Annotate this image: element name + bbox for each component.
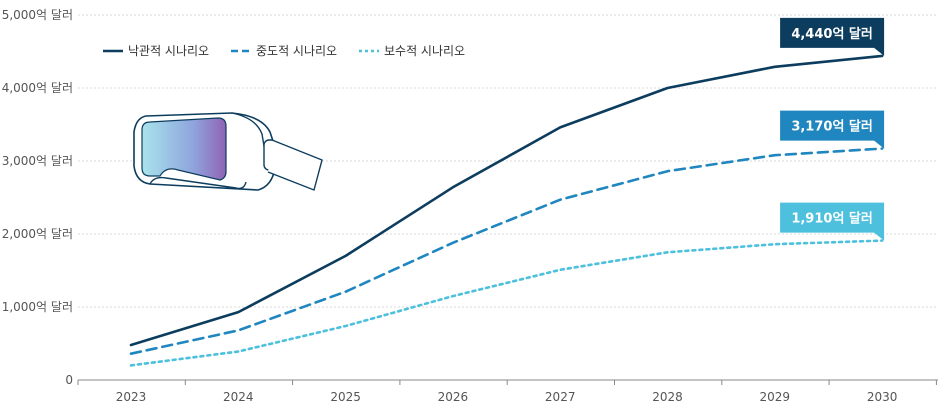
legend-label: 낙관적 시나리오 [128, 44, 209, 58]
x-tick-label: 2028 [652, 390, 683, 404]
end-callout-label: 3,170억 달러 [791, 119, 873, 135]
y-tick-label: 5,000억 달러 [2, 8, 73, 22]
legend: 낙관적 시나리오 중도적 시나리오 보수적 시나리오 [103, 44, 465, 58]
end-callouts: 4,440억 달러 3,170억 달러 1,910억 달러 [780, 17, 885, 241]
legend-label: 중도적 시나리오 [256, 44, 337, 58]
series-line-1 [129, 54, 884, 347]
legend-label: 보수적 시나리오 [384, 44, 465, 58]
x-tick-label: 2027 [545, 390, 576, 404]
series [129, 54, 884, 367]
grid [78, 14, 938, 308]
series-line-2 [129, 147, 884, 356]
vr-headset-icon [133, 112, 323, 191]
x-tick-label: 2029 [760, 390, 791, 404]
x-tick-label: 2024 [223, 390, 254, 404]
axes: 0 1,000억 달러 2,000억 달러 3,000억 달러 4,000억 달러 5,0… [2, 8, 938, 404]
end-callout-1 [780, 17, 885, 56]
end-callout-3 [780, 202, 885, 241]
y-tick-label: 0 [65, 373, 73, 387]
end-callout-label: 1,910억 달러 [791, 211, 873, 227]
y-tick-label: 2,000억 달러 [2, 227, 73, 241]
x-tick-label: 2025 [330, 390, 361, 404]
y-tick-label: 3,000억 달러 [2, 154, 73, 168]
x-tick-label: 2026 [438, 390, 469, 404]
series-line-3 [129, 239, 884, 367]
y-tick-label: 1,000억 달러 [2, 300, 73, 314]
y-tick-label: 4,000억 달러 [2, 81, 73, 95]
end-callout-label: 4,440억 달러 [791, 26, 873, 42]
end-callout-2 [780, 110, 885, 149]
x-tick-label: 2023 [116, 390, 147, 404]
x-tick-label: 2030 [867, 390, 898, 404]
